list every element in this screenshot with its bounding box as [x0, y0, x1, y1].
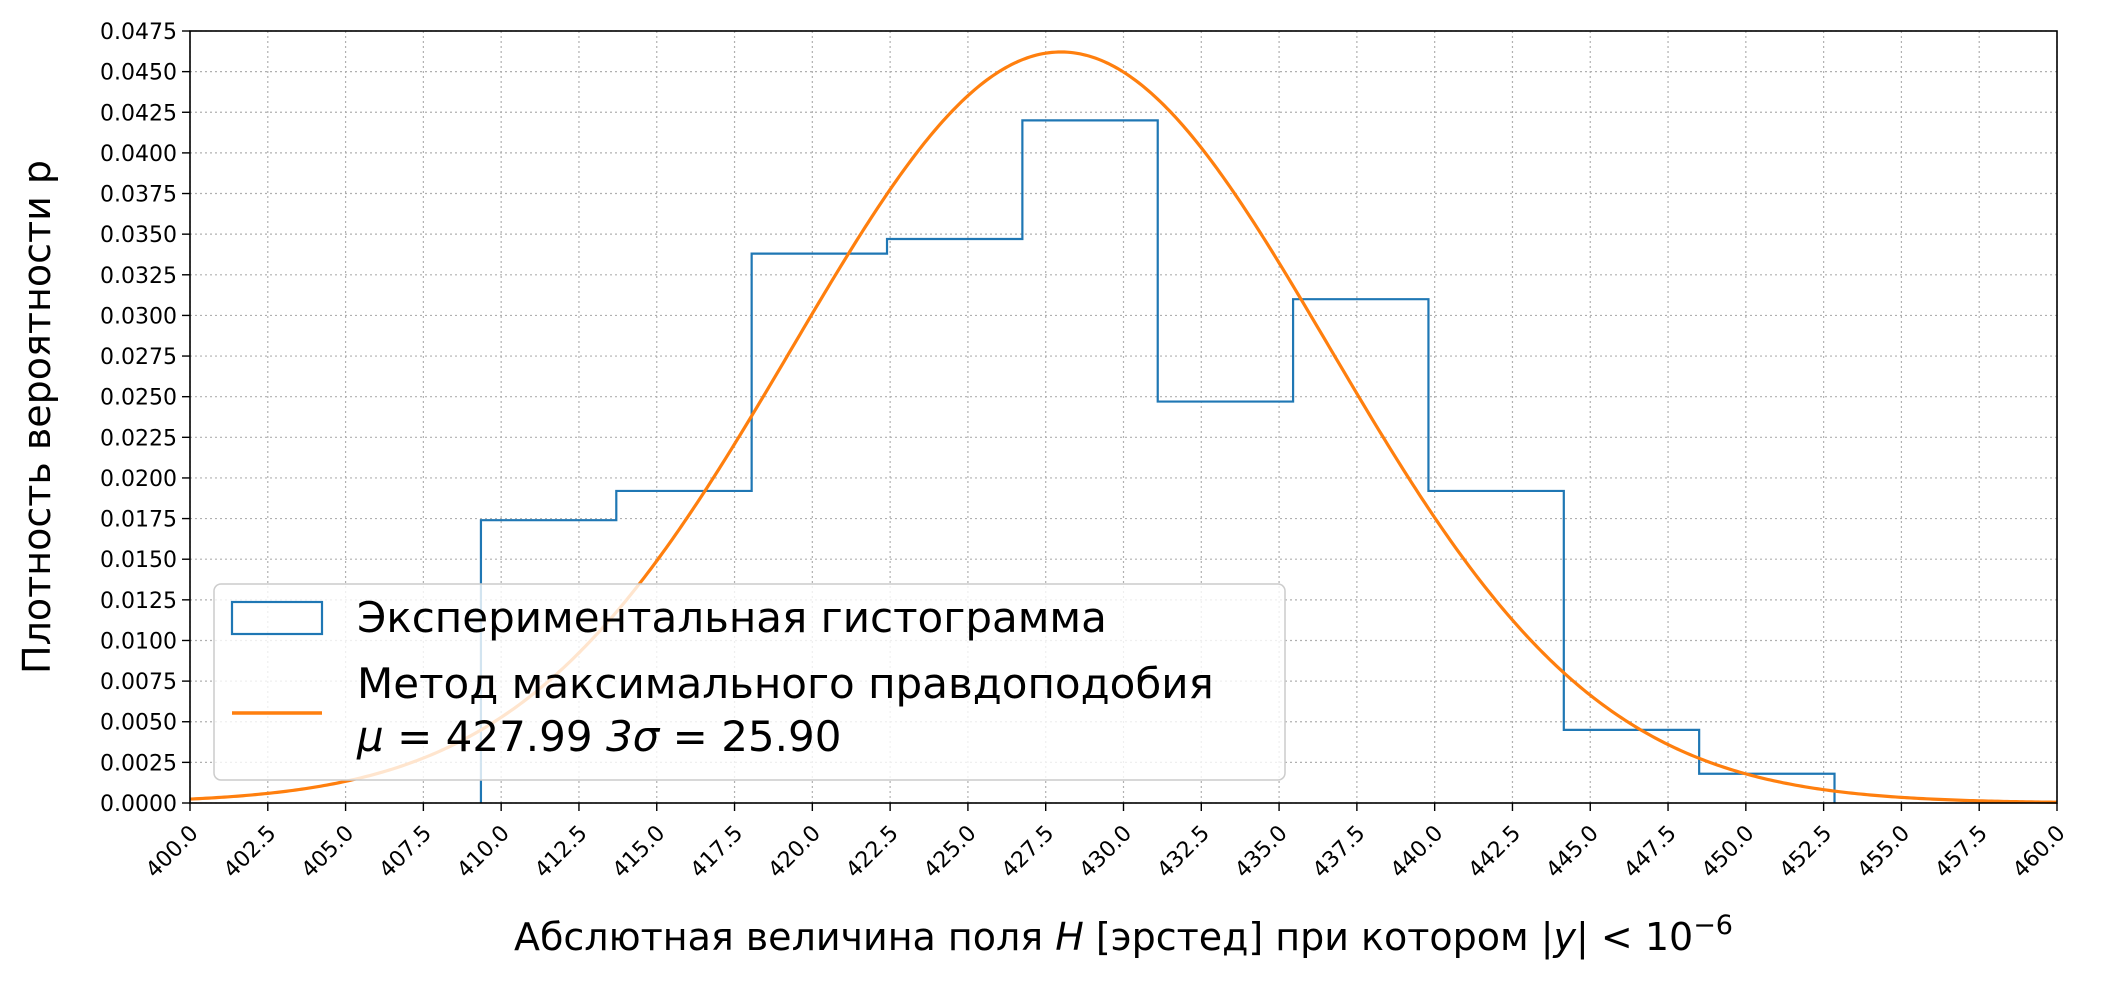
x-tick-label: 412.5 — [530, 821, 592, 883]
y-tick-label: 0.0100 — [100, 629, 177, 654]
x-tick-label: 437.5 — [1308, 821, 1370, 883]
x-axis-label-var: H — [1055, 915, 1084, 959]
y-tick-label: 0.0150 — [100, 548, 177, 573]
legend-fit-label: Метод максимального правдоподобия — [357, 659, 1214, 708]
x-tick-label: 422.5 — [841, 821, 903, 883]
y-tick-label: 0.0275 — [100, 345, 177, 370]
y-tick-label: 0.0325 — [100, 264, 177, 289]
x-tick-label: 405.0 — [297, 821, 359, 883]
y-tick-label: 0.0450 — [100, 61, 177, 86]
y-tick-label: 0.0475 — [100, 20, 177, 45]
y-tick-label: 0.0175 — [100, 508, 177, 533]
histogram-bin — [1293, 299, 1428, 803]
legend-histogram-swatch — [230, 600, 324, 636]
y-tick-label: 0.0125 — [100, 589, 177, 614]
y-tick-label: 0.0075 — [100, 670, 177, 695]
x-tick-label: 457.5 — [1931, 821, 1993, 883]
histogram-step-outline — [479, 119, 1836, 803]
x-tick-label: 427.5 — [997, 821, 1059, 883]
y-tick-label: 0.0250 — [100, 386, 177, 411]
x-tick-label: 415.0 — [608, 821, 670, 883]
legend-fit-mu-prefix: μ = — [356, 712, 446, 761]
x-tick-label: 407.5 — [375, 821, 437, 883]
y-tick-label: 0.0350 — [100, 223, 177, 248]
x-axis-label-rest: [эрстед] при котором | — [1084, 915, 1554, 960]
x-tick-label: 417.5 — [686, 821, 748, 883]
legend: Экспериментальная гистограмма Метод макс… — [213, 583, 1286, 781]
histogram-bin — [1564, 730, 1699, 803]
legend-fit-params: μ = 427.99 3σ = 25.90 — [356, 712, 841, 761]
x-tick-label: 455.0 — [1853, 821, 1915, 883]
x-tick-label: 400.0 — [141, 821, 203, 883]
legend-fit-mu-value: 427.99 — [446, 712, 593, 761]
y-tick-label: 0.0200 — [100, 467, 177, 492]
x-tick-label: 440.0 — [1386, 821, 1448, 883]
x-axis-label: Абслютная величина поля H [эрстед] при к… — [514, 910, 1733, 960]
y-tick-label: 0.0375 — [100, 183, 177, 208]
x-tick-label: 447.5 — [1619, 821, 1681, 883]
x-tick-label: 460.0 — [2008, 821, 2070, 883]
x-axis-label-y: y — [1553, 915, 1577, 959]
x-tick-label: 445.0 — [1542, 821, 1604, 883]
x-axis-label-exponent: −6 — [1693, 910, 1733, 941]
histogram-series — [479, 119, 1836, 803]
y-tick-label: 0.0400 — [100, 142, 177, 167]
y-tick-label: 0.0000 — [100, 792, 177, 817]
x-axis-label-tail: | < 10 — [1576, 915, 1693, 960]
y-axis-label: Плотность вероятности p — [15, 160, 59, 674]
y-tick-label: 0.0225 — [100, 426, 177, 451]
y-tick-label: 0.0025 — [100, 751, 177, 776]
x-tick-label: 425.0 — [919, 821, 981, 883]
x-axis-label-main: Абслютная величина поля — [514, 915, 1055, 959]
legend-fit-sigma-value: 25.90 — [721, 712, 841, 761]
legend-fit-sigma-prefix: 3σ = — [593, 712, 722, 761]
y-tick-label: 0.0300 — [100, 304, 177, 329]
x-axis-ticks: 400.0 402.5 405.0 407.5 410.0 412.5 415.0 417.5… — [141, 803, 2071, 883]
legend-histogram-label: Экспериментальная гистограмма — [357, 593, 1107, 642]
x-tick-label: 452.5 — [1775, 821, 1837, 883]
x-tick-label: 402.5 — [219, 821, 281, 883]
y-axis-ticks: 0.0000 0.0025 0.0050 0.0075 0.0100 0.0125 0.01… — [100, 20, 190, 817]
x-tick-label: 435.0 — [1230, 821, 1292, 883]
x-tick-label: 430.0 — [1075, 821, 1137, 883]
x-tick-label: 420.0 — [764, 821, 826, 883]
y-tick-label: 0.0050 — [100, 711, 177, 736]
x-tick-label: 410.0 — [453, 821, 515, 883]
x-tick-label: 442.5 — [1464, 821, 1526, 883]
legend-box — [213, 583, 1286, 781]
x-tick-label: 432.5 — [1153, 821, 1215, 883]
y-tick-label: 0.0425 — [100, 101, 177, 126]
x-tick-label: 450.0 — [1697, 821, 1759, 883]
